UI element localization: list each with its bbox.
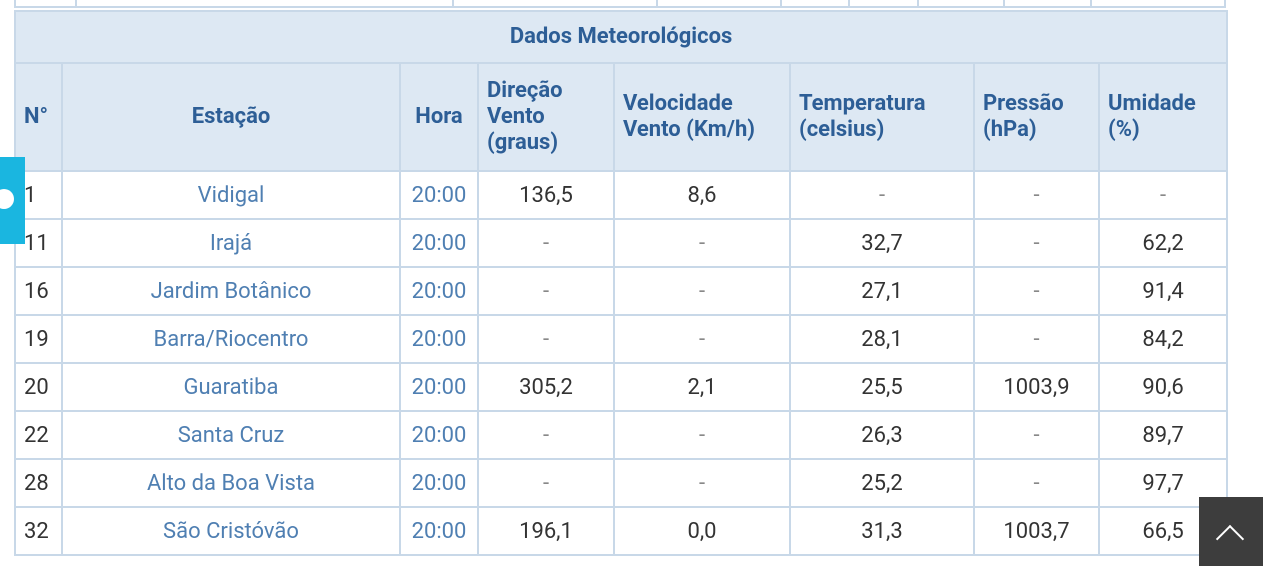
table-cell: 89,7 [1097,410,1229,460]
table-cell: 20 [14,362,63,412]
table-row: 22 Santa Cruz 20:00- -26,3-89,7 [14,410,1229,460]
table-cell: - [613,314,791,364]
column-header: Umidade (%) [1097,62,1229,172]
scroll-top-button[interactable] [1199,497,1263,566]
table-cell: - [477,266,615,316]
station-link[interactable]: São Cristóvão [61,506,401,556]
station-link[interactable]: Guaratiba [61,362,401,412]
table-cell: 1003,7 [973,506,1100,556]
table-row: 11 Irajá 20:00- -32,7-62,2 [14,218,1229,268]
table-cell: 20:00 [399,218,479,268]
table-cell: 28,1 [789,314,975,364]
table-cell: 20:00 [399,506,479,556]
column-header: Velocidade Vento (Km/h) [613,62,791,172]
table-cell: - [973,314,1100,364]
table-cell: 22 [14,410,63,460]
table-title: Dados Meteorológicos [13,10,1229,64]
table-cell: - [477,218,615,268]
table-cell: 2,1 [613,362,791,412]
table-row: 19 Barra/Riocentro 20:00- -28,1-84,2 [14,314,1229,364]
table-cell: 32 [14,506,63,556]
table-cell: 62,2 [1097,218,1229,268]
table-cell: 32,7 [789,218,975,268]
weather-table: Dados Meteorológicos N° Estação Hora Direçã… [13,10,1229,556]
table-cell: 20:00 [399,266,479,316]
table-cell: 16 [14,266,63,316]
table-cell: 8,6 [613,170,791,220]
table-cell: 11 [14,218,63,268]
column-header: N° [14,62,63,172]
table-cell: - [477,410,615,460]
table-cell: - [477,458,615,508]
table-cell: 20:00 [399,458,479,508]
table-cell: - [613,458,791,508]
table-cell: 1003,9 [973,362,1100,412]
table-cell: - [613,410,791,460]
table-cell: 91,4 [1097,266,1229,316]
table-row: 20 Guaratiba 20:00 305,2 2,1 25,5 1003,9 90,6 [14,362,1229,412]
column-header: Direção Vento (graus) [477,62,615,172]
table-cell: 84,2 [1097,314,1229,364]
table-cell: 25,2 [789,458,975,508]
table-cell: 196,1 [477,506,615,556]
table-cell: 20:00 [399,362,479,412]
table-row: 28 Alto da Boa Vista 20:00- -25,2-97,7 [14,458,1229,508]
table-cell: - [973,170,1100,220]
column-header: Temperatura (celsius) [789,62,975,172]
table-cell: - [477,314,615,364]
station-link[interactable]: Alto da Boa Vista [61,458,401,508]
station-link[interactable]: Jardim Botânico [61,266,401,316]
table-row: 1 Vidigal 20:00 136,5 8,6- - - [14,170,1229,220]
column-header: Hora [399,62,479,172]
column-header: Estação [61,62,401,172]
table-row: 16 Jardim Botânico 20:00- -27,1-91,4 [14,266,1229,316]
table-cell: - [613,266,791,316]
column-header: Pressão (hPa) [973,62,1100,172]
table-cell: 25,5 [789,362,975,412]
table-cell: 27,1 [789,266,975,316]
table-cell: - [789,170,975,220]
table-cell: 31,3 [789,506,975,556]
table-cell: 26,3 [789,410,975,460]
table-cell: - [973,410,1100,460]
table-cell: - [973,218,1100,268]
table-cell: 20:00 [399,170,479,220]
table-cell: 20:00 [399,410,479,460]
table-cell: 90,6 [1097,362,1229,412]
table-cell: - [973,266,1100,316]
station-link[interactable]: Irajá [61,218,401,268]
table-cell: - [613,218,791,268]
station-link[interactable]: Santa Cruz [61,410,401,460]
side-widget[interactable] [0,157,25,244]
table-cell: 20:00 [399,314,479,364]
table-cell: - [1097,170,1229,220]
station-link[interactable]: Barra/Riocentro [61,314,401,364]
table-cell: 28 [14,458,63,508]
table-cell: 136,5 [477,170,615,220]
previous-table-edge [14,0,1226,8]
table-cell: 0,0 [613,506,791,556]
table-cell: 19 [14,314,63,364]
station-link[interactable]: Vidigal [61,170,401,220]
table-row: 32 São Cristóvão 20:00 196,1 0,0 31,3 1003,7 66… [14,506,1229,556]
table-cell: 305,2 [477,362,615,412]
table-cell: - [973,458,1100,508]
